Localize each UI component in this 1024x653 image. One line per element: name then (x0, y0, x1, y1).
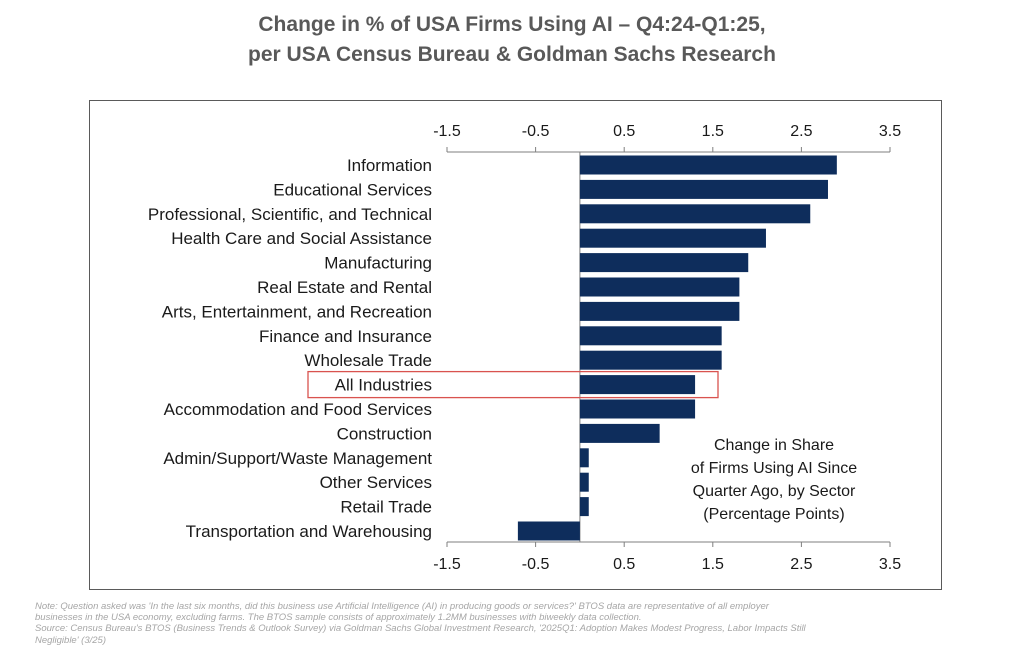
bar (517, 521, 580, 541)
category-label: Accommodation and Food Services (164, 400, 432, 419)
chart-title-line-1: Change in % of USA Firms Using AI – Q4:2… (258, 13, 766, 36)
note-line-4: Negligible' (3/25) (35, 634, 106, 646)
note-line-1: Note: Question asked was 'In the last si… (35, 601, 769, 612)
bar (579, 277, 740, 297)
bar (579, 423, 660, 443)
category-label: All Industries (335, 376, 432, 395)
bottom-x-tick-label: -0.5 (522, 556, 550, 573)
category-label: Transportation and Warehousing (186, 522, 432, 541)
top-x-tick-label: -0.5 (522, 123, 550, 140)
bottom-x-tick-label: 1.5 (702, 556, 724, 573)
bar (579, 448, 589, 468)
bottom-x-tick-label: 3.5 (879, 556, 901, 573)
bar (579, 155, 837, 175)
category-label: Arts, Entertainment, and Recreation (162, 302, 432, 321)
category-label: Wholesale Trade (304, 351, 432, 370)
top-x-tick-label: -1.5 (433, 123, 461, 140)
bottom-x-tick-label: 2.5 (790, 556, 812, 573)
bar (579, 472, 589, 492)
category-label: Finance and Insurance (259, 327, 432, 346)
bar (579, 399, 696, 419)
chart-title-line-2: per USA Census Bureau & Goldman Sachs Re… (248, 43, 776, 66)
annotation-line-3: Quarter Ago, by Sector (693, 483, 856, 500)
bar (579, 497, 589, 517)
bar (579, 179, 828, 199)
category-label: Educational Services (273, 180, 432, 199)
category-label: Construction (337, 424, 432, 443)
category-label: Health Care and Social Assistance (171, 229, 432, 248)
category-label: Other Services (320, 473, 432, 492)
bar (579, 350, 722, 370)
bar (579, 204, 811, 224)
category-label: Real Estate and Rental (257, 278, 432, 297)
category-label: Retail Trade (340, 498, 432, 517)
top-x-tick-label: 0.5 (613, 123, 635, 140)
category-label: Admin/Support/Waste Management (163, 449, 432, 468)
bottom-x-tick-label: -1.5 (433, 556, 461, 573)
bar-chart: -1.5 -0.5 0.5 1.5 2.5 3.5 -1.5 -0.5 0.5 1.5 2.5 3.5… (148, 123, 901, 573)
category-labels: Information Educational Services Professio… (148, 156, 432, 541)
bottom-x-tick-label: 0.5 (613, 556, 635, 573)
note-line-3: Source: Census Bureau's BTOS (Business T… (35, 623, 806, 635)
annotation-line-1: Change in Share (714, 437, 834, 454)
bar (579, 228, 766, 248)
top-x-tick-label: 2.5 (790, 123, 812, 140)
chart-axes: -1.5 -0.5 0.5 1.5 2.5 3.5 -1.5 -0.5 0.5 1.5 2.5 3.5 (307, 123, 901, 573)
bar (579, 326, 722, 346)
top-x-tick-label: 1.5 (702, 123, 724, 140)
bar (579, 253, 749, 273)
note-line-2: businesses in the USA economy, excluding… (35, 612, 642, 624)
chart-bars (517, 155, 837, 541)
annotation-line-2: of Firms Using AI Since (691, 460, 857, 477)
annotation-line-4: (Percentage Points) (703, 506, 844, 523)
category-label: Manufacturing (324, 254, 432, 273)
bar (579, 375, 696, 395)
chart-title: Change in % of USA Firms Using AI – Q4:2… (0, 10, 1024, 70)
source-note: Note: Question asked was 'In the last si… (35, 601, 1010, 646)
category-label: Information (347, 156, 432, 175)
top-x-tick-label: 3.5 (879, 123, 901, 140)
category-label: Professional, Scientific, and Technical (148, 205, 432, 224)
highlight-box (307, 370, 719, 399)
bar (579, 301, 740, 321)
